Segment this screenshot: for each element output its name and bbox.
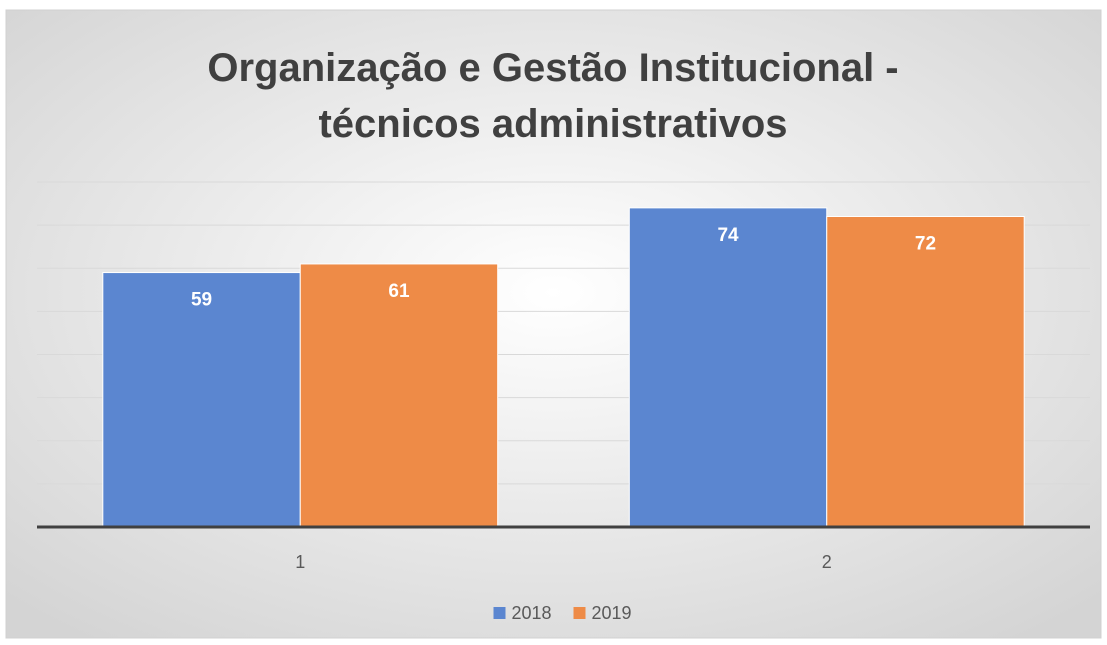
x-tick-label: 1 bbox=[295, 552, 305, 572]
bar bbox=[299, 263, 499, 528]
bar bbox=[628, 207, 828, 528]
legend-label: 2018 bbox=[512, 603, 552, 623]
legend-label: 2019 bbox=[592, 603, 632, 623]
data-label: 59 bbox=[191, 290, 212, 311]
data-label: 72 bbox=[915, 234, 936, 255]
bar bbox=[826, 216, 1025, 528]
chart-title: Organização e Gestão Institucional - téc… bbox=[207, 46, 899, 146]
bar bbox=[102, 272, 301, 528]
legend-swatch bbox=[493, 607, 506, 619]
data-label: 61 bbox=[388, 281, 410, 302]
x-tick-label: 2 bbox=[822, 552, 832, 572]
data-label: 74 bbox=[717, 225, 739, 246]
legend-swatch bbox=[573, 607, 586, 619]
